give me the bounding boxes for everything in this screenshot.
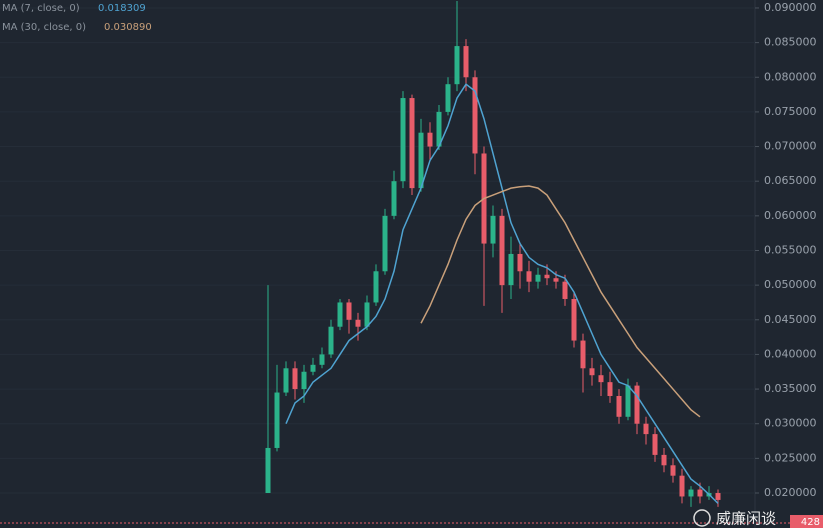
candle-body [679,475,685,497]
candle-body [463,46,469,78]
candle-body [544,274,550,279]
watermark: 威廉闲谈 [716,510,776,528]
candle-body [472,77,478,154]
candle-body [301,371,307,390]
candle-body [310,364,316,372]
candle-body [688,489,694,497]
legend-name: MA (30, close, 0) [2,22,86,33]
legend-name: MA (7, close, 0) [2,3,80,14]
candle-body [535,274,541,282]
candle-body [337,302,343,327]
y-tick-label: 0.045000 [764,313,817,326]
y-tick-label: 0.080000 [764,70,817,83]
y-tick-label: 0.055000 [764,243,817,256]
candle-body [436,111,442,147]
y-tick-label: 0.085000 [764,36,817,49]
candle-body [634,385,640,424]
candle-body [427,132,433,147]
candle-body [526,271,532,282]
candle-body [391,181,397,216]
ma-line [285,83,719,504]
candle-body [562,281,568,299]
candle-body [661,454,667,466]
price-axis: 0.090000 0.085000 0.080000 0.075000 0.070000… [755,1,817,499]
candle-body [715,493,721,500]
candle-body [292,368,298,390]
y-tick-label: 0.050000 [764,278,817,291]
y-tick-label: 0.060000 [764,209,817,222]
candle-body [382,215,388,272]
candle-body [625,385,631,417]
candle-body [517,253,523,272]
candle-body [265,447,271,494]
y-tick-label: 0.075000 [764,105,817,118]
candle-body [508,253,514,286]
ma-line [420,185,701,418]
y-tick-label: 0.025000 [764,451,817,464]
candle-body [283,368,289,393]
last-price-label: 428 [801,517,820,528]
candle-body [607,382,613,396]
candle-body [418,132,424,189]
y-tick-label: 0.030000 [764,417,817,430]
candle-body [697,489,703,497]
candle-body [490,215,496,244]
candle-body [364,302,370,327]
candle-body [328,326,334,355]
candle-body [409,98,415,189]
y-tick-label: 0.040000 [764,347,817,360]
candle-body [553,278,559,282]
candle-body [670,465,676,476]
candle-body [319,354,325,365]
candle-body [598,375,604,383]
candle-body [346,302,352,320]
candle-body [643,423,649,435]
candle-body [445,84,451,112]
watermark-icon [693,509,711,527]
last-price-tag [790,515,823,528]
y-tick-label: 0.020000 [764,486,817,499]
candle-body [616,396,622,417]
candle-body [373,271,379,303]
y-tick-label: 0.070000 [764,140,817,153]
candle-body [355,319,361,327]
candle-body [274,392,280,448]
y-tick-label: 0.090000 [764,1,817,14]
candle-body [589,368,595,376]
legend-value: 0.030890 [104,22,152,33]
candle-body [571,298,577,341]
candle-body [652,434,658,455]
candle-body [499,215,505,286]
y-tick-label: 0.065000 [764,174,817,187]
ma-lines [285,83,719,504]
candle-body [454,46,460,85]
y-tick-label: 0.035000 [764,382,817,395]
candle-body [400,98,406,182]
candle-body [580,340,586,369]
legend-value: 0.018309 [98,3,146,14]
